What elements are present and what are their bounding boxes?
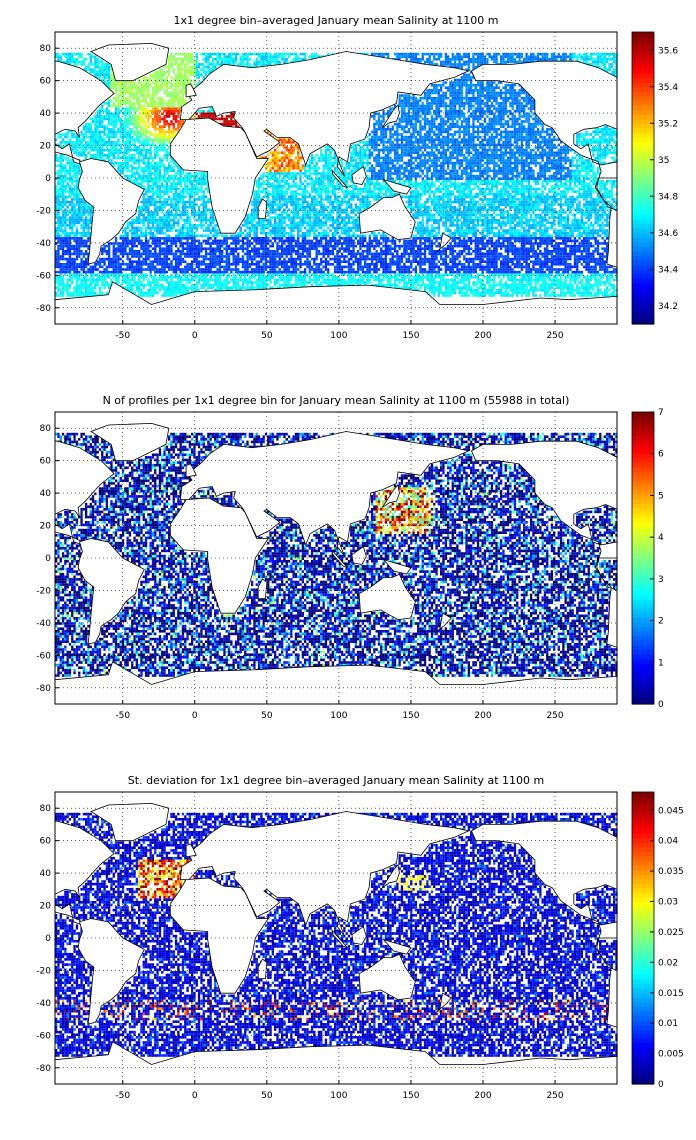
grid-lines (55, 412, 617, 704)
y-tick-label: 60 (40, 457, 52, 467)
coastlines (54, 42, 618, 325)
y-tick-label: 40 (40, 869, 52, 879)
profile-count-map: N of profiles per 1x1 degree bin for Jan… (36, 394, 664, 721)
colorbar-tick-label: 3 (658, 575, 664, 585)
colorbar-tick-label: 6 (658, 450, 664, 460)
x-tick-label: -50 (115, 1091, 130, 1101)
colorbar: 0 0.005 0.01 0.015 0.02 0.025 0.03 0.035 0.04 0.0… (631, 791, 684, 1090)
y-tick-label: -80 (36, 304, 51, 314)
y-tick-label: 0 (45, 174, 51, 184)
x-tick-label: 250 (546, 331, 563, 341)
x-tick-label: 100 (330, 711, 347, 721)
y-tick-label: -60 (36, 271, 51, 281)
x-tick-label: 100 (330, 1091, 347, 1101)
colorbar-tick-label: 34.6 (658, 229, 678, 239)
x-tick-label: 150 (402, 331, 419, 341)
x-tick-label: 50 (261, 331, 273, 341)
colorbar-tick-label: 0.03 (658, 898, 678, 908)
colorbar-tick-label: 35 (658, 156, 669, 166)
x-tick-label: 0 (192, 1091, 198, 1101)
salinity-map-panel: 1x1 degree bin–averaged January mean Sal… (0, 0, 696, 380)
y-tick-label: 40 (40, 489, 52, 499)
y-tick-label: 20 (40, 522, 52, 532)
x-tick-label: -50 (115, 331, 130, 341)
y-tick-label: -40 (36, 999, 51, 1009)
colorbar-tick-label: 5 (658, 491, 664, 501)
x-tick-label: 200 (474, 711, 491, 721)
x-tick-label: 0 (192, 331, 198, 341)
y-tick-label: -40 (36, 619, 51, 629)
colorbar: 0 1 2 3 4 5 6 7 (631, 408, 664, 710)
profile-count-map-panel: N of profiles per 1x1 degree bin for Jan… (0, 380, 696, 760)
salinity-map: 1x1 degree bin–averaged January mean Sal… (36, 14, 678, 341)
y-tick-label: 0 (45, 554, 51, 564)
x-tick-label: -50 (115, 711, 130, 721)
colorbar-tick-label: 2 (658, 617, 664, 627)
data-cells (55, 812, 618, 1057)
y-tick-label: 40 (40, 109, 52, 119)
colorbar-tick-label: 0.02 (658, 958, 678, 968)
colorbar-tick-label: 35.6 (658, 46, 678, 56)
x-tick-label: 250 (546, 711, 563, 721)
map-title: N of profiles per 1x1 degree bin for Jan… (103, 394, 570, 407)
colorbar-tick-label: 1 (658, 658, 664, 668)
colorbar-tick-label: 35.2 (658, 119, 678, 129)
colorbar-tick-label: 35.4 (658, 83, 678, 93)
x-tick-label: 100 (330, 331, 347, 341)
x-tick-label: 150 (402, 1091, 419, 1101)
x-tick-label: 50 (261, 711, 273, 721)
colorbar-tick-label: 0.005 (658, 1050, 684, 1060)
colorbar-tick-label: 34.8 (658, 192, 678, 202)
colorbar-tick-label: 0.035 (658, 867, 684, 877)
y-tick-label: -20 (36, 966, 51, 976)
x-tick-label: 200 (474, 1091, 491, 1101)
y-tick-label: -80 (36, 684, 51, 694)
y-tick-label: 80 (40, 44, 52, 54)
y-tick-label: 20 (40, 902, 52, 912)
y-tick-label: -60 (36, 1031, 51, 1041)
y-tick-label: 60 (40, 77, 52, 87)
map-title: 1x1 degree bin–averaged January mean Sal… (174, 14, 499, 27)
colorbar: 34.2 34.4 34.6 34.8 35 35.2 35.4 35.6 (631, 31, 678, 325)
y-tick-label: 80 (40, 804, 52, 814)
y-tick-label: -60 (36, 651, 51, 661)
y-tick-label: -80 (36, 1064, 51, 1074)
x-tick-label: 250 (546, 1091, 563, 1101)
y-tick-label: 60 (40, 837, 52, 847)
y-tick-label: 0 (45, 934, 51, 944)
colorbar-tick-label: 34.4 (658, 265, 678, 275)
colorbar-tick-label: 0.025 (658, 928, 684, 938)
colorbar-tick-label: 0 (658, 700, 664, 710)
std-deviation-map: St. deviation for 1x1 degree bin–average… (36, 774, 684, 1101)
y-tick-label: -40 (36, 239, 51, 249)
y-tick-label: -20 (36, 586, 51, 596)
colorbar-tick-label: 0.045 (658, 806, 684, 816)
y-tick-label: -20 (36, 206, 51, 216)
colorbar-tick-label: 0.01 (658, 1019, 678, 1029)
coastlines (54, 422, 618, 705)
std-deviation-map-panel: St. deviation for 1x1 degree bin–average… (0, 760, 696, 1140)
coastlines (54, 802, 618, 1085)
grid-lines (55, 32, 617, 324)
x-tick-label: 50 (261, 1091, 273, 1101)
colorbar-tick-label: 0.04 (658, 837, 678, 847)
map-title: St. deviation for 1x1 degree bin–average… (128, 774, 544, 787)
colorbar-tick-label: 4 (658, 533, 664, 543)
colorbar-tick-label: 0 (658, 1080, 664, 1090)
colorbar-tick-label: 0.015 (658, 989, 684, 999)
colorbar-tick-label: 7 (658, 408, 664, 418)
data-cells (55, 52, 618, 297)
x-tick-label: 150 (402, 711, 419, 721)
y-tick-label: 20 (40, 142, 52, 152)
colorbar-tick-label: 34.2 (658, 302, 678, 312)
x-tick-label: 0 (192, 711, 198, 721)
grid-lines (55, 792, 617, 1084)
y-tick-label: 80 (40, 424, 52, 434)
x-tick-label: 200 (474, 331, 491, 341)
